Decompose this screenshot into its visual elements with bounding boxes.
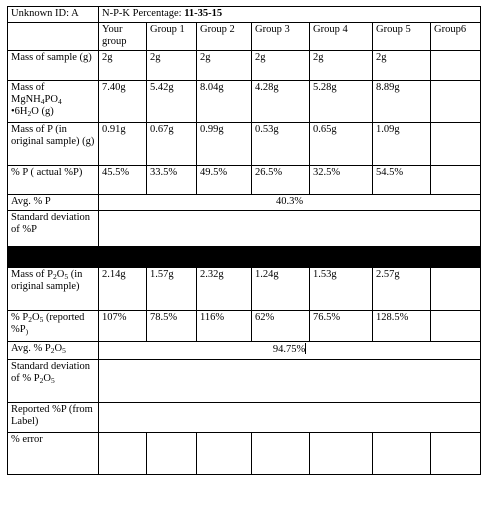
table-cell: 5.28g bbox=[309, 80, 373, 123]
pct-p2o5-row: % P2O5 (reported %P) 107% 78.5% 116% 62%… bbox=[7, 310, 481, 342]
table-cell: 2g bbox=[98, 50, 147, 81]
row-label: Reported %P (from Label) bbox=[7, 402, 99, 433]
avg-p-row: Avg. % P 40.3% bbox=[7, 194, 481, 211]
table-cell bbox=[251, 432, 310, 475]
table-cell: 128.5% bbox=[372, 310, 431, 342]
table-cell: 76.5% bbox=[309, 310, 373, 342]
row-label: % error bbox=[7, 432, 99, 475]
col-header: Group 4 bbox=[309, 22, 373, 51]
black-separator-row bbox=[7, 246, 481, 268]
table-cell: 0.99g bbox=[196, 122, 252, 166]
row-label: Mass of P (in original sample) (g) bbox=[7, 122, 99, 166]
table-cell bbox=[430, 267, 481, 311]
mass-p2o5-row: Mass of P2O5 (in original sample) 2.14g … bbox=[7, 267, 481, 311]
avg-p2o5-value: 94.75% bbox=[98, 341, 481, 360]
row-label: Mass of sample (g) bbox=[7, 50, 99, 81]
row-label: Standard deviation of % P2O5 bbox=[7, 359, 99, 403]
table-cell: 107% bbox=[98, 310, 147, 342]
table-cell bbox=[372, 432, 431, 475]
table-cell: 0.53g bbox=[251, 122, 310, 166]
table-cell: 49.5% bbox=[196, 165, 252, 195]
table-cell: 33.5% bbox=[146, 165, 197, 195]
table-cell: 4.28g bbox=[251, 80, 310, 123]
row-label: Mass of P2O5 (in original sample) bbox=[7, 267, 99, 311]
col-header: Group 1 bbox=[146, 22, 197, 51]
row-label: Avg. % P bbox=[7, 194, 99, 211]
col-header: Group 2 bbox=[196, 22, 252, 51]
std-p2o5-value bbox=[98, 359, 481, 403]
table-cell: 32.5% bbox=[309, 165, 373, 195]
table-cell bbox=[430, 432, 481, 475]
table-cell bbox=[98, 432, 147, 475]
table-cell bbox=[430, 122, 481, 166]
table-cell: 2g bbox=[196, 50, 252, 81]
table-cell: 8.04g bbox=[196, 80, 252, 123]
table-cell: 2g bbox=[372, 50, 431, 81]
row-label: Standard deviation of %P bbox=[7, 210, 99, 247]
text-cursor bbox=[305, 343, 307, 354]
col-header: Group 5 bbox=[372, 22, 431, 51]
mass-sample-row: Mass of sample (g) 2g 2g 2g 2g 2g 2g bbox=[7, 50, 481, 81]
row-label: % P ( actual %P) bbox=[7, 165, 99, 195]
table-cell: 1.09g bbox=[372, 122, 431, 166]
unknown-id: Unknown ID: A bbox=[7, 6, 99, 23]
col-header: Your group bbox=[98, 22, 147, 51]
row-label: % P2O5 (reported %P) bbox=[7, 310, 99, 342]
table-cell bbox=[430, 310, 481, 342]
table-cell: 26.5% bbox=[251, 165, 310, 195]
table-cell: 5.42g bbox=[146, 80, 197, 123]
std-p-row: Standard deviation of %P bbox=[7, 210, 481, 247]
table-cell: 116% bbox=[196, 310, 252, 342]
table-cell: 2.32g bbox=[196, 267, 252, 311]
table-cell bbox=[196, 432, 252, 475]
table-cell: 0.67g bbox=[146, 122, 197, 166]
table-cell: 0.65g bbox=[309, 122, 373, 166]
table-cell: 62% bbox=[251, 310, 310, 342]
row-label: Avg. % P2O5 bbox=[7, 341, 99, 360]
table-cell: 1.53g bbox=[309, 267, 373, 311]
col-header: Group6 bbox=[430, 22, 481, 51]
table-cell: 2g bbox=[146, 50, 197, 81]
npk-results-table: Unknown ID: A N-P-K Percentage: 11-35-15… bbox=[7, 6, 481, 475]
reported-p-row: Reported %P (from Label) bbox=[7, 402, 481, 433]
column-header-row: Your group Group 1 Group 2 Group 3 Group… bbox=[7, 22, 481, 51]
table-cell: 8.89g bbox=[372, 80, 431, 123]
table-cell: 2g bbox=[309, 50, 373, 81]
table-cell bbox=[430, 165, 481, 195]
table-cell bbox=[309, 432, 373, 475]
table-cell: 78.5% bbox=[146, 310, 197, 342]
mass-mgnh4po4-row: Mass of MgNH4PO4 •6H2O (g) 7.40g 5.42g 8.… bbox=[7, 80, 481, 123]
npk-percentage: N-P-K Percentage: 11-35-15 bbox=[98, 6, 481, 23]
table-cell: 7.40g bbox=[98, 80, 147, 123]
col-header: Group 3 bbox=[251, 22, 310, 51]
table-cell: 0.91g bbox=[98, 122, 147, 166]
std-p-value bbox=[98, 210, 481, 247]
table-cell: 45.5% bbox=[98, 165, 147, 195]
table-cell: 2.14g bbox=[98, 267, 147, 311]
table-cell: 1.24g bbox=[251, 267, 310, 311]
table-cell: 1.57g bbox=[146, 267, 197, 311]
reported-p-value bbox=[98, 402, 481, 433]
black-separator bbox=[7, 246, 481, 268]
table-cell: 2g bbox=[251, 50, 310, 81]
table-cell bbox=[430, 80, 481, 123]
avg-p-value: 40.3% bbox=[98, 194, 481, 211]
row-label: Mass of MgNH4PO4 •6H2O (g) bbox=[7, 80, 99, 123]
table-cell bbox=[430, 50, 481, 81]
mass-p-row: Mass of P (in original sample) (g) 0.91g… bbox=[7, 122, 481, 166]
avg-p2o5-row: Avg. % P2O5 94.75% bbox=[7, 341, 481, 360]
table-cell: 54.5% bbox=[372, 165, 431, 195]
blank-header-cell bbox=[7, 22, 99, 51]
table-cell bbox=[146, 432, 197, 475]
std-p2o5-row: Standard deviation of % P2O5 bbox=[7, 359, 481, 403]
table-cell: 2.57g bbox=[372, 267, 431, 311]
title-row: Unknown ID: A N-P-K Percentage: 11-35-15 bbox=[7, 6, 481, 23]
pct-p-row: % P ( actual %P) 45.5% 33.5% 49.5% 26.5%… bbox=[7, 165, 481, 195]
pct-error-row: % error bbox=[7, 432, 481, 475]
